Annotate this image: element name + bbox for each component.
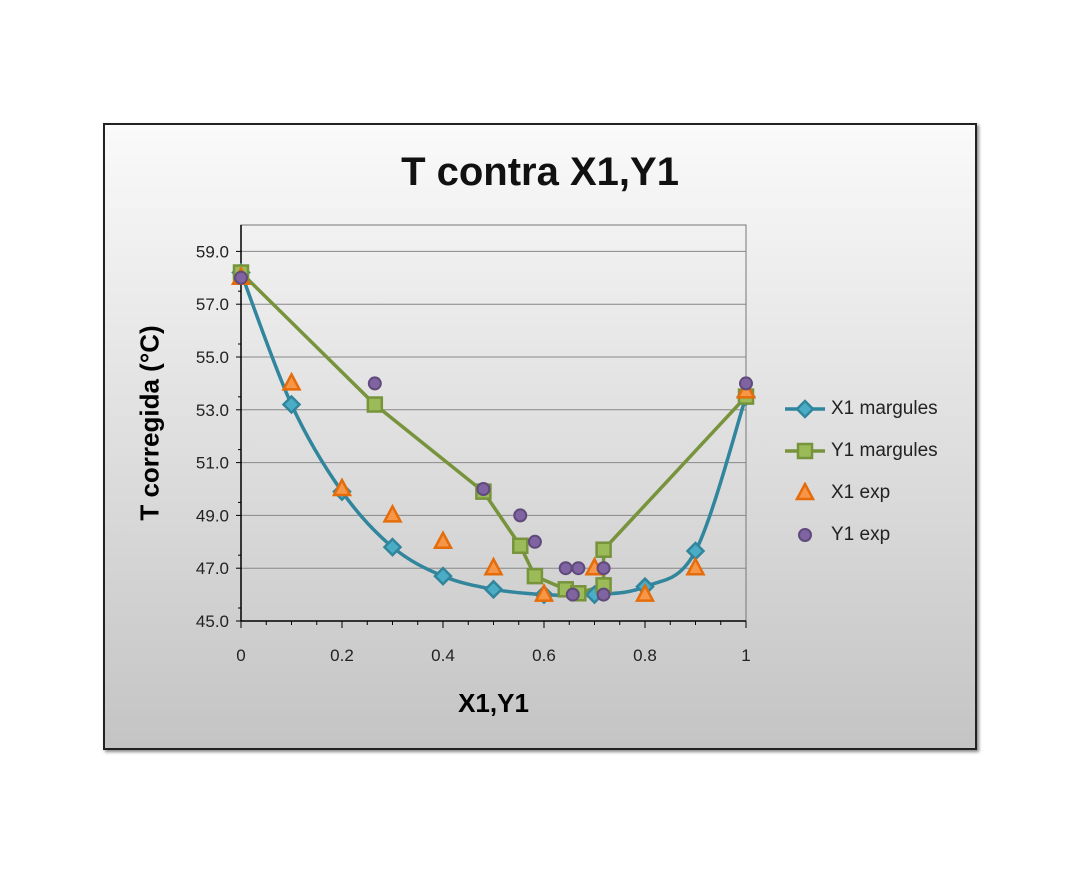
legend-symbol (798, 528, 812, 542)
y1-margules-point (526, 567, 544, 585)
x-tick-label: 0.8 (633, 646, 657, 665)
x1-exp-point (432, 530, 454, 550)
x1-exp-point (634, 582, 656, 602)
legend-label: Y1 exp (831, 524, 891, 545)
y-tick-label: 59.0 (196, 242, 229, 261)
x1-margules-point (281, 394, 302, 415)
y1-exp-point (513, 508, 528, 523)
y1-exp-point (571, 561, 586, 576)
legend-label: X1 exp (831, 482, 891, 503)
legend-marker (794, 482, 816, 501)
legend-item: Y1 exp (785, 524, 890, 546)
y1-exp-point (527, 534, 542, 549)
x1-margules-line (239, 271, 748, 598)
x1-exp-point (382, 503, 403, 523)
y1-exp-point (558, 561, 573, 576)
x1-exp-point (331, 477, 353, 497)
legend-symbol (785, 399, 825, 419)
x1-exp-point (483, 556, 504, 576)
y1-margules-point (366, 396, 384, 413)
x1-margules-point (382, 537, 403, 557)
legend-marker (795, 399, 815, 419)
y1-margules-line (239, 271, 748, 596)
y-tick-label: 57.0 (196, 295, 229, 314)
chart-title: T contra X1,Y1 (401, 150, 679, 194)
y-tick-label: 53.0 (196, 401, 229, 420)
legend-marker (798, 528, 812, 542)
y1-margules-point (512, 537, 529, 555)
legend-label: X1 margules (831, 398, 938, 419)
y1-margules-point (595, 541, 612, 558)
x-tick-label: 0.6 (532, 646, 556, 665)
legend-item: Y1 margules (785, 440, 938, 462)
legend-item: X1 margules (785, 398, 938, 420)
legend-item: X1 exp (785, 482, 890, 504)
y1-exp-point (476, 482, 491, 496)
x1-exp-point (533, 582, 555, 602)
y1-exp-point (367, 376, 382, 391)
y-tick-label: 51.0 (196, 454, 229, 473)
x1-exp-point (281, 371, 302, 391)
y1-exp-point (739, 376, 753, 391)
x-axis-label: X1,Y1 (458, 688, 529, 718)
legend-label: Y1 margules (831, 440, 938, 461)
y1-exp-point (234, 270, 248, 285)
legend-symbol (785, 442, 825, 460)
y-tick-label: 45.0 (196, 612, 229, 631)
x-tick-label: 0.2 (330, 646, 354, 665)
y-tick-label: 55.0 (196, 348, 229, 367)
legend-symbol (794, 482, 816, 501)
x1-margules-point (483, 579, 504, 600)
y-tick-label: 49.0 (196, 506, 229, 525)
y1-exp-point (565, 587, 580, 602)
y1-exp-point (596, 561, 611, 576)
y1-exp-point (596, 587, 611, 602)
x1-margules-point (433, 566, 453, 586)
y-tick-label: 47.0 (196, 559, 229, 578)
x-tick-label: 0 (236, 646, 245, 665)
x1-exp-point (685, 556, 706, 576)
x-tick-label: 1 (741, 646, 750, 665)
legend-marker (796, 442, 814, 460)
x-tick-label: 0.4 (431, 646, 455, 665)
chart-area (103, 123, 977, 750)
